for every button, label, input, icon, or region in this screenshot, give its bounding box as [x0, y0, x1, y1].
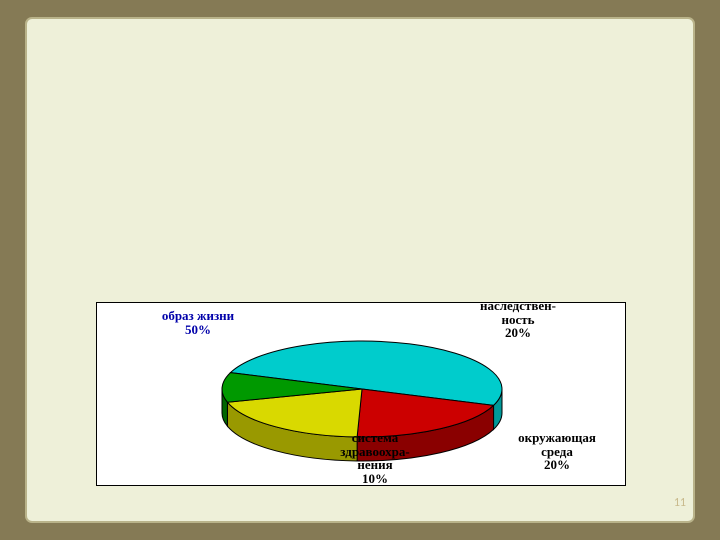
pie-label: образ жизни50% — [143, 309, 253, 336]
pie-label: системаздравоохра-нения10% — [315, 431, 435, 486]
pie-label: окружающаясреда20% — [497, 431, 617, 472]
page-number: 11 — [674, 496, 686, 510]
pie-chart: образ жизни50% наследствен-ность20% окру… — [96, 302, 626, 486]
pie-label: наследствен-ность20% — [453, 299, 583, 340]
slide: Факторы, влияющие на здоровье человека: … — [0, 0, 720, 540]
